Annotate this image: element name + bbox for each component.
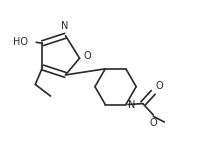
Text: O: O [155,81,163,91]
Text: N: N [128,100,136,110]
Text: N: N [61,21,68,31]
Text: O: O [149,118,157,128]
Text: HO: HO [13,37,28,47]
Text: O: O [83,51,91,61]
